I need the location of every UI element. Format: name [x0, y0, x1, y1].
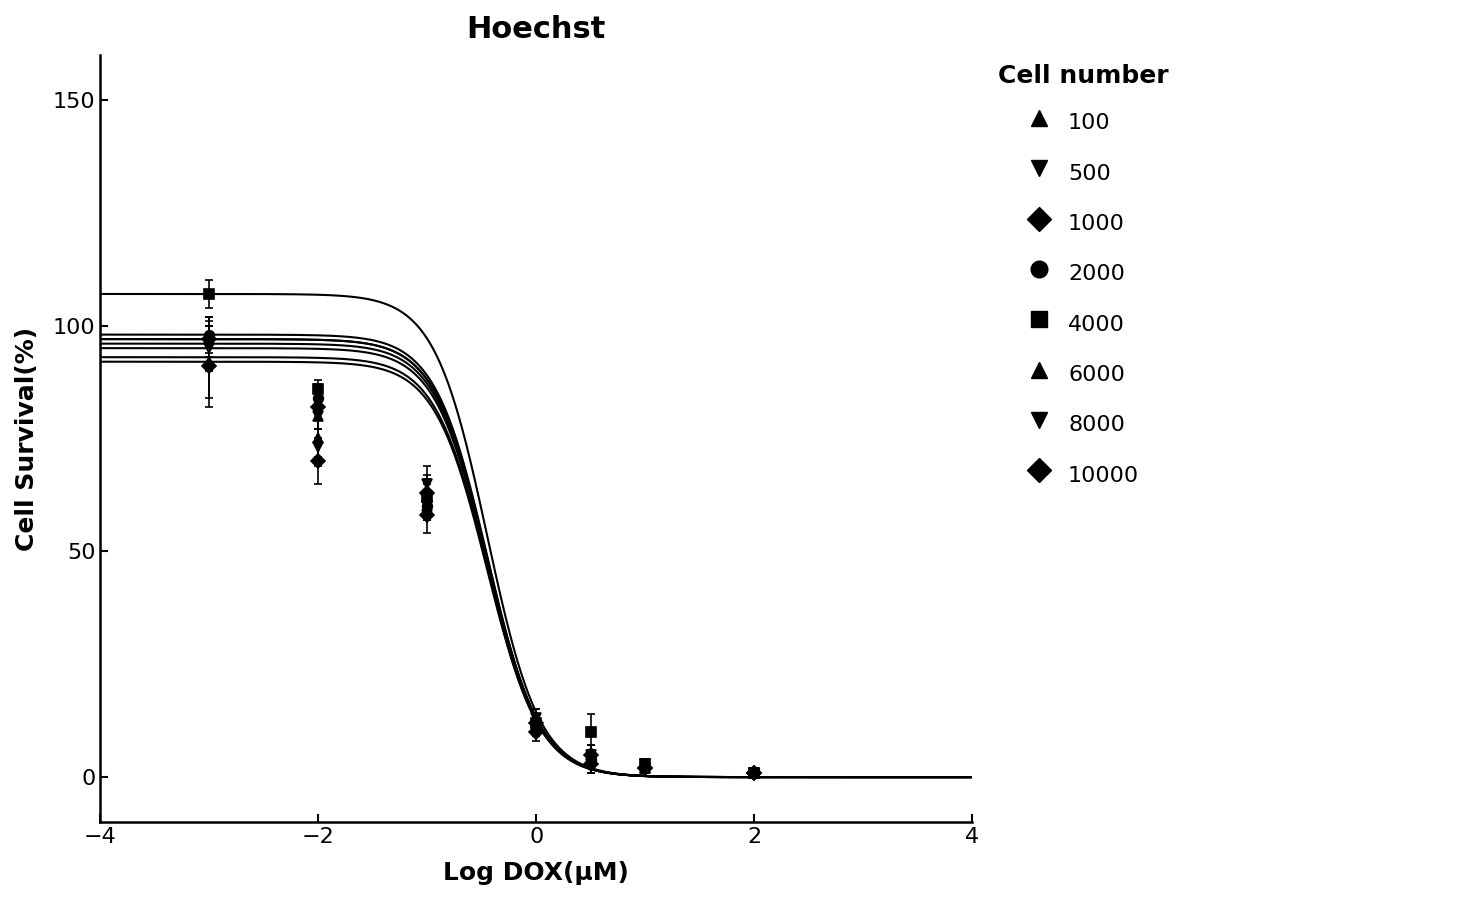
Title: Hoechst: Hoechst	[466, 15, 606, 44]
Y-axis label: Cell Survival(%): Cell Survival(%)	[15, 327, 39, 551]
X-axis label: Log DOX(μM): Log DOX(μM)	[443, 861, 630, 885]
Legend: 100, 500, 1000, 2000, 4000, 6000, 8000, 10000: 100, 500, 1000, 2000, 4000, 6000, 8000, …	[989, 55, 1178, 500]
